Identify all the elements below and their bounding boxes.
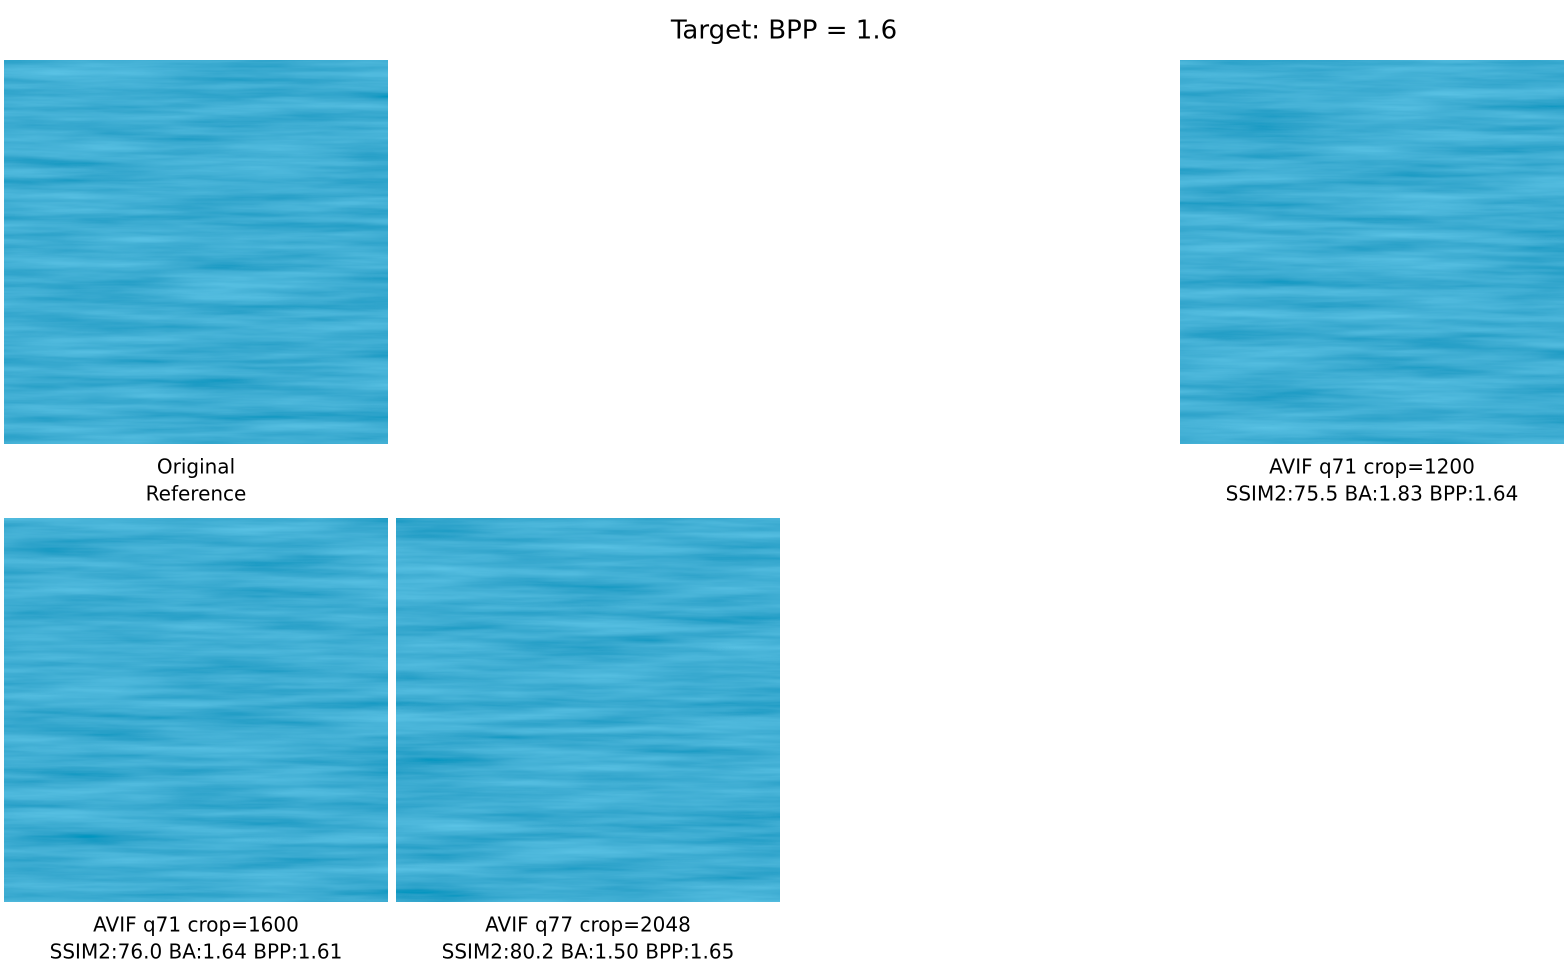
panel: AVIF q77 crop=2048 SSIM2:80.2 BA:1.50 BP… [396,518,780,964]
caption-line: AVIF q71 crop=1200 [1269,455,1475,479]
image [4,518,388,902]
caption-line: Reference [146,482,247,506]
caption-line: SSIM2:76.0 BA:1.64 BPP:1.61 [50,940,343,964]
caption-line: AVIF q71 crop=1600 [93,913,299,937]
caption-line: AVIF q77 crop=2048 [485,913,691,937]
panel: AVIF q71 crop=1200 SSIM2:75.5 BA:1.83 BP… [1180,60,1564,506]
image [4,60,388,444]
panel: AVIF q71 crop=1600 SSIM2:76.0 BA:1.64 BP… [4,518,388,964]
caption-line: Original [157,455,235,479]
figure-title: Target: BPP = 1.6 [670,16,897,46]
caption-line: SSIM2:80.2 BA:1.50 BPP:1.65 [442,940,735,964]
panel: Original Reference [4,60,388,506]
caption-line: SSIM2:75.5 BA:1.83 BPP:1.64 [1226,482,1519,506]
image [1180,60,1564,444]
image [396,518,780,902]
